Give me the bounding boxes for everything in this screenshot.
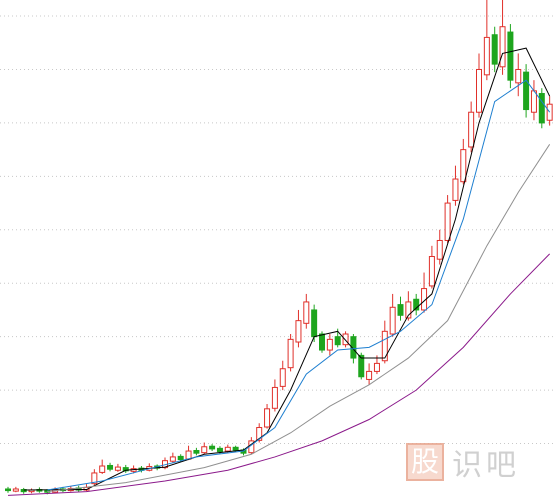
candle-body <box>452 178 459 201</box>
candle-body <box>413 298 420 311</box>
candle-body <box>185 450 192 460</box>
candle-body <box>483 36 490 76</box>
candle-body <box>287 338 294 369</box>
candle-body <box>319 333 325 351</box>
candle-body <box>389 306 396 335</box>
candle-body <box>303 301 310 324</box>
candle-body <box>515 68 522 84</box>
candle-body <box>476 68 482 113</box>
candle-body <box>224 446 231 452</box>
candle-body <box>20 489 27 493</box>
candle-body <box>373 362 380 372</box>
candle-body <box>444 202 451 241</box>
candle-body <box>436 239 443 260</box>
watermark-badge: 股 <box>406 443 444 481</box>
watermark: 股 识吧 <box>406 440 520 484</box>
candle-body <box>169 456 176 462</box>
candle-body <box>256 427 263 441</box>
moving-average-line <box>7 253 551 496</box>
candle-body <box>499 26 506 68</box>
candle-body <box>523 71 530 111</box>
candle-body <box>193 450 200 454</box>
candle-body <box>201 446 208 454</box>
candle-body <box>507 31 514 81</box>
candle-body <box>311 309 318 338</box>
candle-body <box>350 336 357 359</box>
candle-body <box>366 370 373 380</box>
candle-body <box>342 333 349 346</box>
candle-body <box>5 488 11 492</box>
candle-body <box>279 368 286 387</box>
candle-body <box>209 445 216 450</box>
candle-body <box>428 256 435 287</box>
candle-body <box>264 408 271 428</box>
candle-body <box>12 488 19 492</box>
candle-body <box>91 472 98 485</box>
moving-average-line <box>47 79 551 491</box>
moving-average-line <box>47 144 551 493</box>
candle-body <box>381 330 388 362</box>
candle-body <box>538 93 545 124</box>
moving-average-line <box>23 47 551 491</box>
candle-body <box>405 301 412 319</box>
candle-body <box>326 338 333 351</box>
watermark-text: 识吧 <box>452 448 520 483</box>
candle-body <box>334 336 341 346</box>
candle-body <box>99 465 106 473</box>
candle-body <box>271 386 278 409</box>
candle-body <box>177 455 184 461</box>
candle-body <box>216 447 223 453</box>
candle-body <box>107 464 114 470</box>
candle-body <box>232 446 239 451</box>
candle-body <box>114 466 121 471</box>
candle-body <box>295 320 302 343</box>
candle-body <box>468 111 475 148</box>
candle-body <box>491 34 498 65</box>
candle-body <box>397 304 404 316</box>
candle-body <box>358 354 365 378</box>
candle-body <box>460 149 467 183</box>
